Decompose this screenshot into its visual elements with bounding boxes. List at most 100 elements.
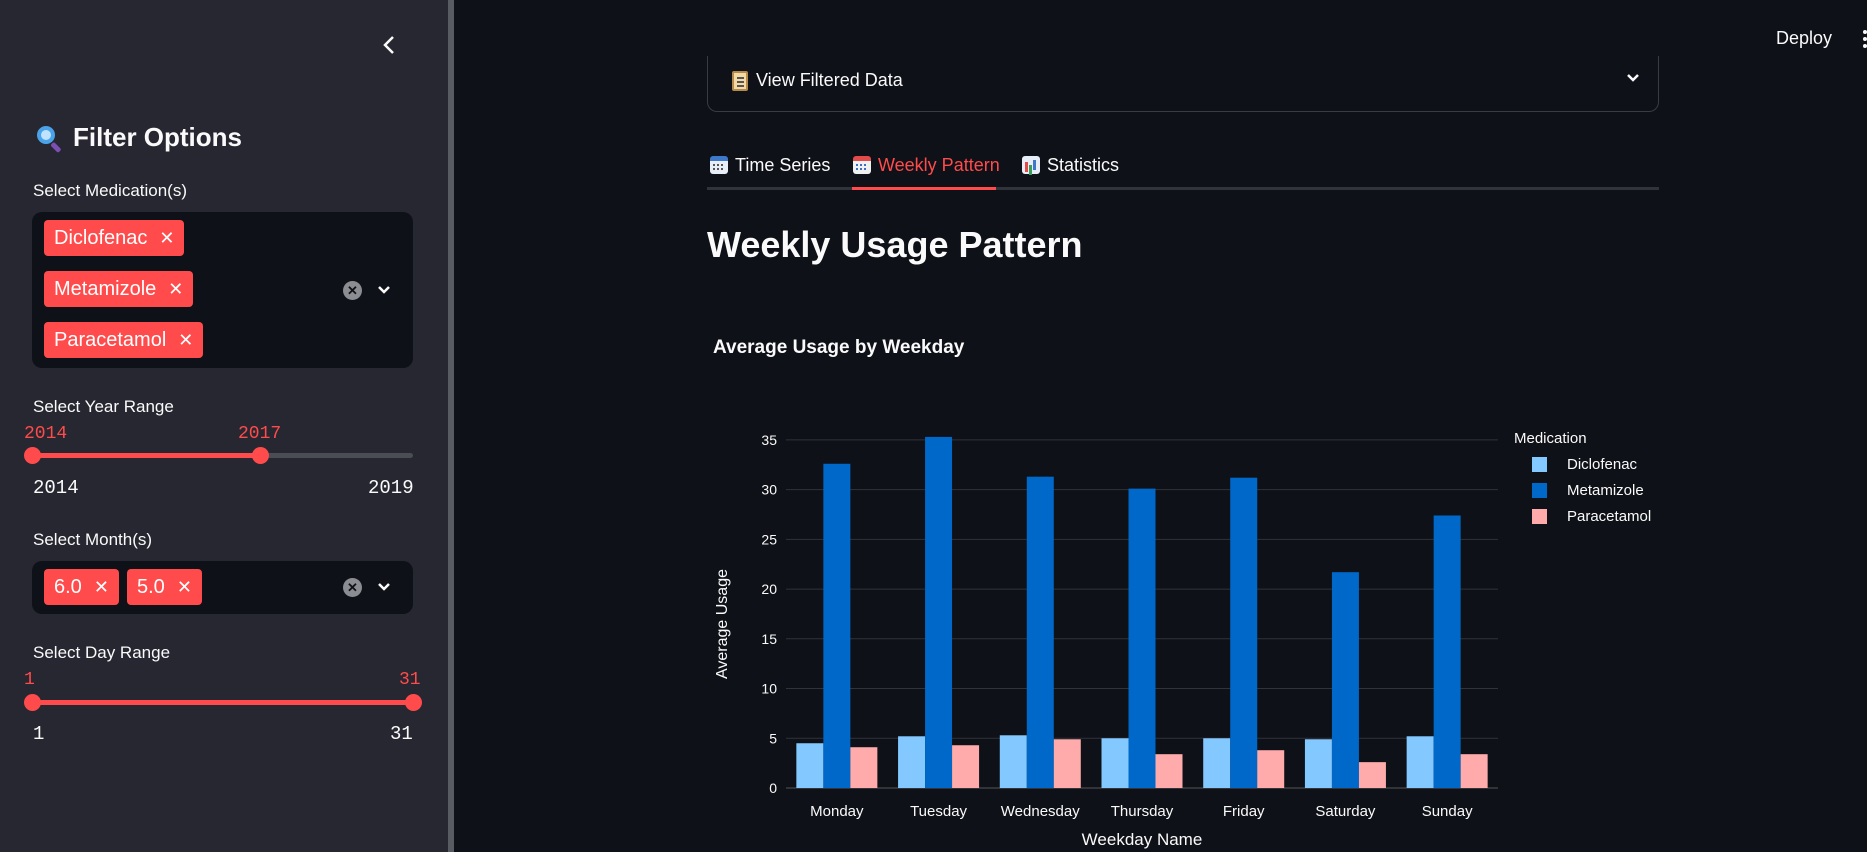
chart-title: Average Usage by Weekday (713, 337, 965, 358)
y-tick-label: 35 (761, 432, 777, 448)
legend-title: Medication (1514, 430, 1587, 447)
y-tick-label: 10 (761, 681, 777, 697)
year-max-label: 2019 (368, 477, 414, 499)
year-low-value: 2014 (24, 424, 68, 444)
year-slider-high-handle[interactable] (252, 447, 269, 464)
close-icon[interactable]: ✕ (159, 227, 175, 248)
medication-chip[interactable]: Diclofenac ✕ (44, 220, 185, 256)
bar (850, 747, 878, 788)
sidebar (0, 0, 448, 852)
x-tick-label: Thursday (1111, 803, 1174, 820)
day-max-label: 31 (390, 723, 413, 745)
chevron-left-icon (383, 36, 394, 54)
bar (1257, 750, 1285, 788)
close-icon[interactable]: ✕ (176, 576, 192, 597)
bar-chart-icon (1022, 156, 1040, 174)
tab-label: Weekly Pattern (878, 154, 1000, 175)
expander-label: View Filtered Data (756, 70, 903, 90)
year-slider-fill (32, 453, 261, 458)
expander-header[interactable]: View Filtered Data (732, 70, 903, 91)
x-tick-label: Friday (1223, 803, 1265, 820)
tab-statistics[interactable]: Statistics (1022, 149, 1119, 181)
chip-label: Paracetamol (54, 328, 167, 351)
deploy-button[interactable]: Deploy (1776, 28, 1833, 48)
legend-item[interactable]: Paracetamol (1532, 508, 1651, 525)
magnifying-glass-icon (35, 124, 63, 153)
month-multiselect[interactable]: 6.0 ✕ 5.0 ✕ ✕ (32, 561, 413, 614)
bar (925, 436, 953, 788)
x-axis-label: Weekday Name (1082, 830, 1203, 849)
close-icon[interactable]: ✕ (168, 278, 184, 299)
day-slider-track[interactable] (32, 700, 413, 705)
active-tab-indicator (852, 187, 996, 190)
tab-time-series[interactable]: Time Series (710, 149, 830, 181)
legend-item[interactable]: Diclofenac (1532, 456, 1637, 473)
month-label: Select Month(s) (33, 530, 153, 549)
bar (1128, 488, 1156, 788)
y-axis-label: Average Usage (714, 569, 731, 679)
day-slider-high-handle[interactable] (405, 694, 422, 711)
medication-chip[interactable]: Metamizole ✕ (44, 271, 194, 307)
chevron-down-icon[interactable] (374, 280, 394, 300)
x-tick-label: Wednesday (1001, 803, 1080, 820)
clipboard-icon (732, 70, 748, 91)
month-chip[interactable]: 6.0 ✕ (44, 569, 119, 605)
chip-label: Diclofenac (54, 226, 148, 249)
day-slider-low-handle[interactable] (24, 694, 41, 711)
bar (1331, 572, 1359, 788)
y-tick-label: 30 (761, 482, 777, 498)
medication-multiselect[interactable]: Diclofenac ✕ Metamizole ✕ Paracetamol ✕ … (32, 212, 413, 368)
bar (1230, 477, 1258, 788)
chip-label: 5.0 (137, 575, 165, 598)
year-range-label: Select Year Range (33, 397, 174, 416)
clear-all-icon[interactable]: ✕ (343, 281, 362, 300)
sidebar-resize-handle[interactable] (448, 0, 454, 852)
bar (1358, 762, 1386, 788)
month-chip[interactable]: 5.0 ✕ (127, 569, 202, 605)
day-low-value: 1 (24, 670, 35, 690)
day-high-value: 31 (399, 670, 421, 690)
day-range-label: Select Day Range (33, 643, 171, 662)
y-tick-label: 25 (761, 531, 777, 547)
chip-label: 6.0 (54, 575, 82, 598)
x-tick-label: Sunday (1422, 803, 1473, 820)
bar (1203, 738, 1231, 788)
legend-label: Diclofenac (1567, 456, 1638, 473)
medication-chip[interactable]: Paracetamol ✕ (44, 322, 204, 358)
chevron-down-icon[interactable] (1623, 68, 1643, 88)
sidebar-title-text: Filter Options (73, 122, 242, 152)
page-title: Weekly Usage Pattern (707, 224, 1083, 265)
y-tick-label: 20 (761, 581, 777, 597)
collapse-sidebar-button[interactable] (378, 30, 400, 60)
legend-swatch (1532, 509, 1547, 524)
close-icon[interactable]: ✕ (93, 576, 109, 597)
y-tick-label: 15 (761, 631, 777, 647)
chevron-down-icon[interactable] (374, 577, 394, 597)
tab-weekly-pattern[interactable]: Weekly Pattern (853, 149, 1000, 181)
legend-swatch (1532, 483, 1547, 498)
tab-label: Statistics (1047, 154, 1120, 175)
tab-bar: Time Series Weekly Pattern Statistics (707, 145, 1659, 190)
bar (1053, 739, 1081, 788)
legend-item[interactable]: Metamizole (1532, 482, 1644, 499)
bar (823, 463, 851, 788)
weekly-usage-chart[interactable]: 0 5 10 15 20 25 30 35 Monday Tuesday Wednesday Thur… (700, 420, 1700, 852)
year-min-label: 2014 (33, 477, 79, 499)
calendar-spiral-icon (853, 156, 871, 174)
year-slider-low-handle[interactable] (24, 447, 41, 464)
bar (796, 743, 824, 788)
bar (1304, 739, 1332, 788)
bar (1460, 754, 1488, 788)
bar (898, 736, 926, 788)
close-icon[interactable]: ✕ (178, 329, 194, 350)
filtered-data-expander[interactable]: View Filtered Data (707, 56, 1659, 112)
sidebar-title: Filter Options (35, 122, 242, 153)
bar (1155, 754, 1183, 788)
main-menu-icon[interactable] (1860, 28, 1867, 50)
x-tick-label: Saturday (1315, 803, 1376, 820)
y-tick-label: 5 (769, 730, 777, 746)
clear-all-icon[interactable]: ✕ (343, 578, 362, 597)
y-tick-label: 0 (769, 780, 777, 796)
x-tick-label: Monday (810, 803, 864, 820)
x-tick-label: Tuesday (910, 803, 967, 820)
